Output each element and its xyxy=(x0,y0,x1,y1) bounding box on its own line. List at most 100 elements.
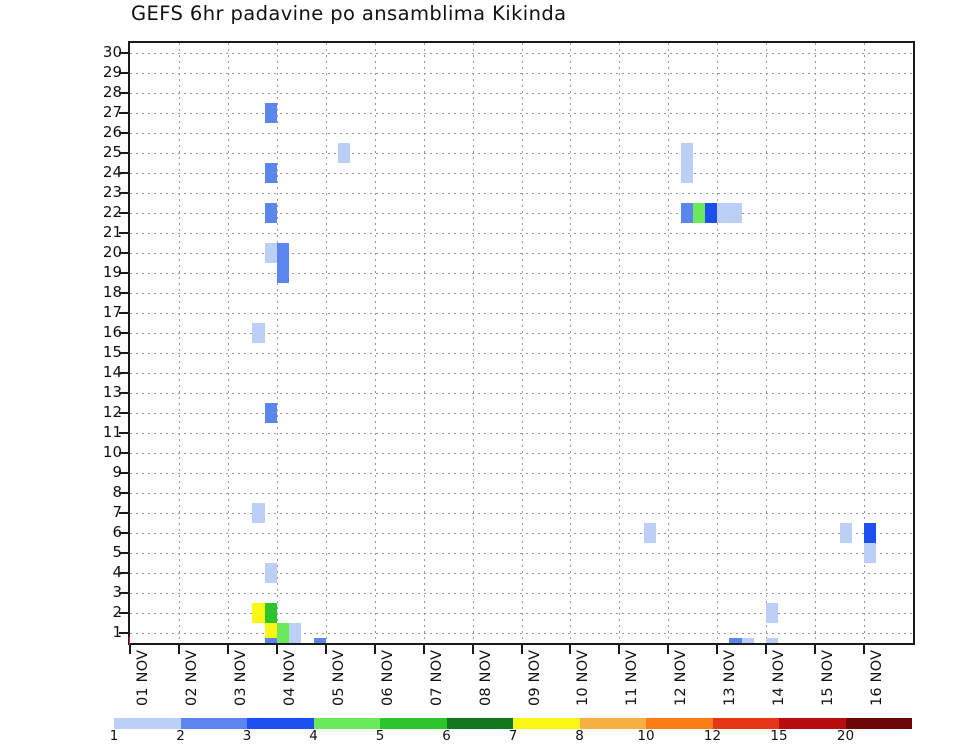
y-tick-label: 16 xyxy=(102,323,122,341)
y-tick-label: 11 xyxy=(102,423,122,441)
vertical-gridline xyxy=(619,43,621,643)
colorbar-tick-label: 4 xyxy=(309,728,318,744)
x-tick-mark xyxy=(324,645,327,654)
origin-marker xyxy=(129,637,130,649)
y-tick-label: 17 xyxy=(102,303,122,321)
x-tick-mark xyxy=(716,645,719,654)
horizontal-gridline xyxy=(130,453,913,454)
colorbar-labels: 1 2 3 4 5 6 7 8 10 12 15 20 xyxy=(110,728,912,744)
colorbar-tick-label: 15 xyxy=(770,728,788,744)
y-tick-mark xyxy=(119,512,130,514)
precip-cell xyxy=(264,563,277,583)
colorbar-segment xyxy=(513,718,580,729)
y-tick-label: 24 xyxy=(102,163,122,181)
y-tick-label: 26 xyxy=(102,123,122,141)
y-tick-label: 29 xyxy=(102,63,122,81)
horizontal-gridline xyxy=(130,193,913,194)
colorbar-tick-label: 20 xyxy=(836,728,855,744)
precip-cell xyxy=(643,523,657,543)
precip-cell xyxy=(766,638,779,643)
colorbar-segment xyxy=(446,718,513,729)
colorbar-segment xyxy=(114,718,181,729)
precip-cell xyxy=(276,623,290,643)
y-axis: 1 2 3 4 5 6 7 8 9 10 11 12 13 14 15 16 17 18 19 20 21 22 23 24 2… xyxy=(94,0,122,742)
horizontal-gridline xyxy=(130,393,913,394)
vertical-gridline xyxy=(227,43,229,643)
y-tick-mark xyxy=(119,552,130,554)
y-tick-label: 8 xyxy=(112,483,122,501)
horizontal-gridline xyxy=(130,233,913,234)
colorbar-segment xyxy=(579,718,646,729)
precip-cell xyxy=(717,203,730,223)
y-tick-mark xyxy=(119,212,130,214)
vertical-gridline xyxy=(374,43,376,643)
y-tick-mark xyxy=(119,112,130,114)
horizontal-gridline xyxy=(130,153,913,154)
colorbar-segment xyxy=(247,718,314,729)
y-tick-mark xyxy=(119,312,130,314)
y-tick-mark xyxy=(119,272,130,274)
vertical-gridline xyxy=(178,43,180,643)
y-tick-mark xyxy=(119,72,130,74)
horizontal-gridline xyxy=(130,353,913,354)
colorbar-segment xyxy=(712,718,779,729)
horizontal-gridline xyxy=(130,133,913,134)
colorbar-tick-label: 8 xyxy=(575,728,584,744)
vertical-gridline xyxy=(276,43,278,643)
vertical-gridline xyxy=(325,43,327,643)
x-tick-mark xyxy=(275,645,278,654)
horizontal-gridline xyxy=(130,433,913,434)
horizontal-gridline xyxy=(130,173,913,174)
x-tick-mark xyxy=(177,645,180,654)
y-tick-mark xyxy=(119,432,130,434)
y-tick-label: 1 xyxy=(112,623,122,641)
x-tick-mark xyxy=(765,645,768,654)
y-tick-mark xyxy=(119,452,130,454)
page-title: GEFS 6hr padavine po ansamblima Kikinda xyxy=(131,2,567,25)
y-tick-label: 2 xyxy=(112,603,122,621)
y-tick-mark xyxy=(119,472,130,474)
precip-cell xyxy=(264,243,277,263)
y-tick-label: 13 xyxy=(102,383,122,401)
precip-cell xyxy=(729,638,742,643)
y-tick-label: 19 xyxy=(102,263,122,281)
precip-cell xyxy=(264,163,277,183)
y-tick-label: 14 xyxy=(102,363,122,381)
y-tick-label: 20 xyxy=(102,243,122,261)
y-tick-label: 7 xyxy=(112,503,122,521)
precip-cell xyxy=(729,203,742,223)
y-tick-mark xyxy=(119,52,130,54)
horizontal-gridline xyxy=(130,573,913,574)
y-tick-label: 12 xyxy=(102,403,122,421)
precip-cell xyxy=(864,543,877,563)
x-tick-mark xyxy=(863,645,866,654)
horizontal-gridline xyxy=(130,333,913,334)
y-tick-label: 21 xyxy=(102,223,122,241)
y-tick-mark xyxy=(119,352,130,354)
vertical-gridline xyxy=(766,43,768,643)
colorbar-tick-label: 5 xyxy=(375,728,385,744)
vertical-gridline xyxy=(668,43,670,643)
horizontal-gridline xyxy=(130,593,913,594)
y-tick-mark xyxy=(119,132,130,134)
vertical-gridline xyxy=(521,43,523,643)
precip-cell xyxy=(680,203,693,223)
precip-cell xyxy=(680,163,693,183)
colorbar-tick-label: 2 xyxy=(176,728,185,744)
grid-lines xyxy=(130,43,913,643)
horizontal-gridline xyxy=(130,273,913,274)
precip-cell xyxy=(839,523,852,543)
precip-cell xyxy=(289,623,302,643)
y-tick-label: 6 xyxy=(112,523,122,541)
colorbar-segment xyxy=(845,718,912,729)
y-tick-label: 25 xyxy=(102,143,122,161)
y-tick-mark xyxy=(119,532,130,534)
ensemble-cells xyxy=(130,43,913,643)
y-tick-mark xyxy=(119,192,130,194)
precip-cell xyxy=(264,403,277,423)
precip-cell xyxy=(766,603,779,623)
horizontal-gridline xyxy=(130,93,913,94)
colorbar-tick-label: 1 xyxy=(109,728,119,744)
precip-cell xyxy=(692,203,706,223)
